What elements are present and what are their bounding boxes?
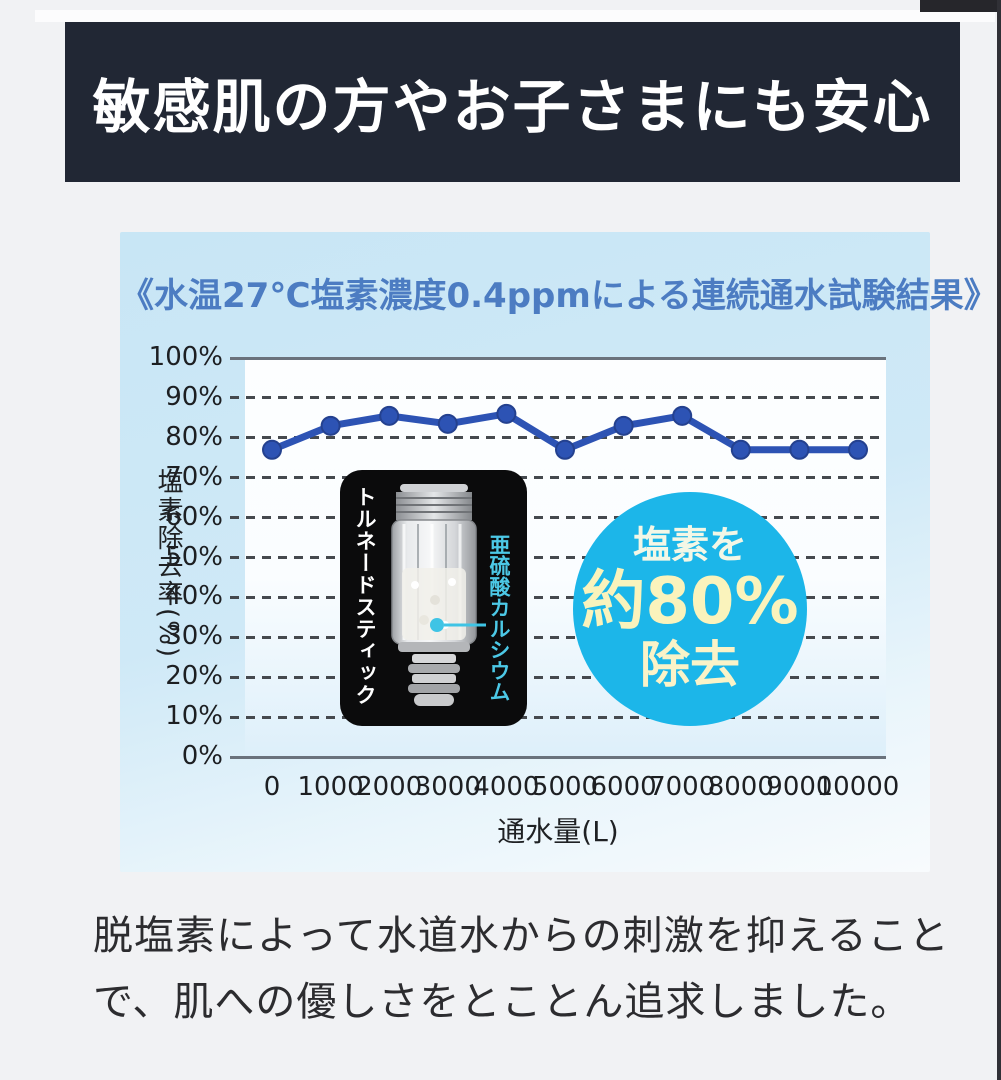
gridline-0% [230,755,886,759]
banner-title: 敏感肌の方やお子さまにも安心 [92,73,933,141]
gridline-80% [230,436,886,440]
y-tick-90%: 90% [165,381,223,412]
chart-title: 《水温27℃塩素濃度0.4ppmによる連続通水試験結果》 [120,276,998,316]
gridline-100% [230,356,886,360]
gridline-20% [230,675,886,679]
gridline-50% [230,556,886,559]
x-tick-6000: 6000 [590,772,657,802]
y-tick-80%: 80% [165,421,223,452]
y-tick-30%: 30% [165,621,223,652]
chart-panel: 《水温27℃塩素濃度0.4ppmによる連続通水試験結果》 100% 90% 80% 7… [120,232,998,872]
pointer-dot [430,618,444,632]
x-tick-4000: 4000 [473,772,540,802]
y-tick-10%: 10% [165,701,223,732]
caption-line2: で、肌への優しさをとことん追求しました。 [93,979,912,1025]
x-tick-9000: 9000 [766,772,833,802]
filter-cartridge-image [391,484,486,706]
y-tick-70%: 70% [165,461,223,492]
chlorine-removal-badge: 塩素を 約80% 除去 [573,492,807,726]
y-axis-title: 塩素除去率(%) [153,468,183,659]
product-name-label: トルネードスティック [353,486,377,706]
x-tick-2000: 2000 [356,772,423,802]
gridline-90% [230,396,886,400]
y-tick-40%: 40% [165,581,223,612]
x-tick-8000: 8000 [707,772,774,802]
header-banner: 敏感肌の方やお子さまにも安心 [65,22,960,182]
badge-line3: 除去 [640,636,740,695]
top-right-dark-notch [920,0,1001,12]
caption-line1: 脱塩素によって水道水からの刺激を抑えること [93,913,950,959]
x-tick-10000: 10000 [816,772,900,802]
gridline-70% [230,476,886,480]
right-edge-line [997,0,1001,1080]
x-tick-5000: 5000 [531,772,599,802]
y-tick-0%: 0% [181,741,223,771]
badge-line2: 約80% [581,565,799,640]
badge-line1: 塩素を [632,523,747,568]
gridline-30% [230,635,886,639]
x-tick-1000: 1000 [297,772,364,802]
x-tick-3000: 3000 [414,772,481,802]
gridline-40% [230,595,886,599]
x-tick-7000: 7000 [649,772,716,802]
y-tick-100%: 100% [148,342,223,372]
product-box: トルネードスティック 亜硫酸カルシウム [340,470,527,726]
top-white-strip [35,10,995,22]
gridline-60% [230,516,886,520]
gridline-10% [230,715,886,719]
y-tick-20%: 20% [165,661,223,692]
caption-text: 脱塩素によって水道水からの刺激を抑えること で、肌への優しさをとことん追求しまし… [93,903,973,1035]
x-tick-0: 0 [263,772,281,802]
y-tick-50%: 50% [165,541,223,572]
x-axis-title: 通水量(L) [497,815,619,848]
y-tick-60%: 60% [165,501,223,532]
ingredient-label: 亜硫酸カルシウム [487,534,511,702]
